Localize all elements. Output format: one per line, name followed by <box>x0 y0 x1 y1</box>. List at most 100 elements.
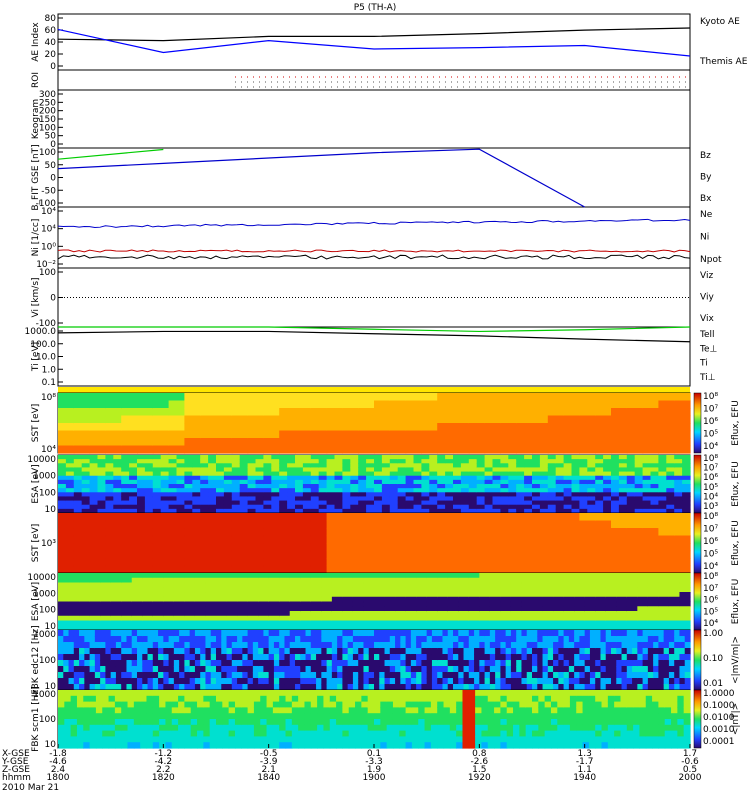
spectrogram-cell <box>374 438 391 447</box>
spectrogram-cell <box>279 684 286 691</box>
spectrogram-cell <box>105 415 122 424</box>
spectrogram-cell <box>674 672 681 679</box>
spectrogram-cell <box>674 642 681 649</box>
spectrogram-cell <box>89 582 101 588</box>
spectrogram-cell <box>287 488 296 493</box>
spectrogram-cell <box>216 577 228 584</box>
spectrogram-cell <box>337 630 343 637</box>
spectrogram-cell <box>321 684 328 691</box>
spectrogram-cell <box>366 471 375 477</box>
spectrogram-cell <box>571 455 580 460</box>
colorbar-tick-label: 0.0010 <box>703 725 735 735</box>
spectrogram-cell <box>173 615 185 622</box>
spectrogram-cell <box>652 690 659 697</box>
spectrogram-cell <box>495 672 501 679</box>
spectrogram-cell <box>460 479 470 485</box>
spectrogram-cell <box>121 606 133 612</box>
panel-frame <box>57 89 691 149</box>
spectrogram-cell <box>568 642 575 649</box>
spectrogram-cell <box>658 463 667 469</box>
spectrogram-cell <box>389 558 407 567</box>
spectrogram-cell <box>683 713 691 720</box>
colorbar-tick-label: 0.01 <box>703 679 723 689</box>
footer-value: -0.6 <box>681 757 699 767</box>
spectrogram-cell <box>544 707 552 714</box>
spectrogram-cell <box>142 630 149 637</box>
spectrogram-cell <box>73 479 83 485</box>
spectrogram-cell <box>516 400 533 409</box>
legend-entry: Viy <box>700 293 714 303</box>
spectrogram-cell <box>263 565 280 574</box>
spectrogram-cell <box>547 558 565 567</box>
spectrogram-cell <box>326 484 336 489</box>
spectrogram-cell <box>468 400 486 409</box>
spectrogram-cell <box>468 713 476 720</box>
spectrogram-cell <box>492 484 501 489</box>
spectrogram-cell <box>287 484 296 489</box>
spectrogram-cell <box>500 513 517 522</box>
spectrogram-cell <box>58 736 65 743</box>
spectrogram-cell <box>129 496 138 502</box>
spectrogram-cell <box>63 684 70 691</box>
spectrogram-cell <box>411 695 419 703</box>
spectrogram-cell <box>331 625 343 631</box>
spectrogram-cell <box>611 684 617 691</box>
footer-row-label: Z-GSE <box>2 765 30 775</box>
spectrogram-cell <box>200 528 217 537</box>
spectrogram-cell <box>352 672 359 679</box>
spectrogram-cell <box>190 707 198 714</box>
spectrogram-cell <box>374 601 386 607</box>
spectrogram-cell <box>453 393 470 402</box>
spectrogram-cell <box>600 648 607 655</box>
spectrogram-cell <box>605 601 617 607</box>
spectrogram-cell <box>553 648 559 655</box>
spectrogram-cell <box>595 666 602 673</box>
spectrogram-cell <box>200 475 209 481</box>
spectrogram-cell <box>584 582 596 588</box>
spectrogram-cell <box>618 475 628 481</box>
spectrogram-cell <box>121 463 130 469</box>
spectrogram-cell <box>163 573 175 579</box>
spectrogram-cell <box>221 660 228 667</box>
spectrogram-cell <box>231 415 249 424</box>
spectrogram-cell <box>500 648 507 655</box>
spectrogram-cell <box>437 625 449 631</box>
spectrogram-cell <box>58 630 64 637</box>
spectrogram-cell <box>413 504 422 510</box>
spectrogram-cell <box>241 713 249 720</box>
spectrogram-cell <box>431 678 438 685</box>
spectrogram-cell <box>677 724 685 732</box>
colorbar-label: <|mV/m|> <box>731 636 741 684</box>
spectrogram-cell <box>108 701 116 708</box>
spectrogram-cell <box>487 736 495 743</box>
spectrogram-cell <box>160 463 170 469</box>
spectrogram-cell <box>516 513 533 522</box>
spectrogram-cell <box>326 455 336 460</box>
y-tick-label: 40 <box>45 38 57 48</box>
colorbar-tick-label: 10⁴ <box>703 562 718 572</box>
spectrogram-cell <box>424 707 432 714</box>
spectrogram-cell <box>321 615 333 622</box>
spectrogram-cell <box>271 488 280 493</box>
spectrogram-cell <box>200 500 209 506</box>
spectrogram-cell <box>323 736 331 743</box>
spectrogram-cell <box>526 672 533 679</box>
spectrogram-cell <box>547 400 565 409</box>
spectrogram-cell <box>321 601 333 607</box>
spectrogram-cell <box>443 695 451 703</box>
spectrogram-cell <box>100 654 106 661</box>
spectrogram-cell <box>242 678 249 685</box>
spectrogram-cell <box>289 596 301 603</box>
spectrogram-cell <box>209 719 217 726</box>
spectrogram-cell <box>285 690 293 697</box>
spectrogram-cell <box>442 678 449 685</box>
spectrogram-cell <box>374 606 386 612</box>
spectrogram-cell <box>342 479 351 485</box>
spectrogram-cell <box>453 684 459 691</box>
spectrogram-cell <box>607 707 615 714</box>
spectrogram-cell <box>146 742 154 749</box>
spectrogram-cell <box>228 742 236 749</box>
spectrogram-cell <box>304 730 312 737</box>
spectrogram-cell <box>173 577 185 584</box>
spectrogram-cell <box>405 508 415 514</box>
